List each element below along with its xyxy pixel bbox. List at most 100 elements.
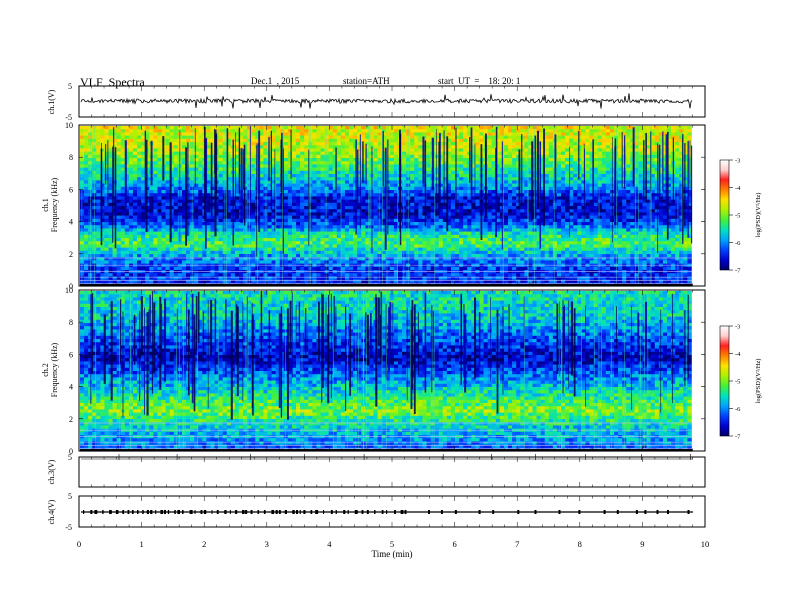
spec-cell [124,212,130,216]
spec-cell [296,190,301,194]
spec-cell [422,167,427,172]
spec-cell [287,196,293,200]
spec-cell [349,180,354,184]
spec-cell [450,135,456,140]
spec-cell [283,247,289,252]
spec-cell [185,234,191,239]
spec-cell [291,199,297,204]
spec-cell [283,276,289,280]
spec-cell [471,170,476,175]
spec-cell [418,164,423,168]
spec-cell [238,276,244,280]
spec-cell [104,231,109,236]
spec-cell [369,279,374,284]
spec-cell [471,218,476,223]
spec-cell [402,148,407,152]
spec-cell [324,215,329,220]
spec-cell [349,206,354,210]
spec-cell [312,231,317,236]
spec-cell [418,231,423,236]
spec-cell [389,202,395,207]
spec-cell [112,260,117,264]
spec-cell [442,135,448,140]
spec-cell [218,212,223,216]
spec-cell [463,244,468,248]
spec-cell [96,266,101,271]
spec-cell [422,209,427,213]
spec-cell [214,202,219,207]
spec-cell [332,225,338,229]
spec-cell [157,193,162,197]
spec-cell [108,164,113,168]
spec-cell [418,206,423,210]
spec-cell [336,138,342,143]
spec-cell [259,199,264,204]
spec-cell [475,241,480,245]
spec-cell [357,135,362,140]
spec-cell [263,148,268,152]
spec-cell [259,138,264,143]
spec-cell [132,247,138,252]
spec-cell [365,218,370,223]
spec-cell [320,148,325,152]
spec-cell [385,234,391,239]
spec-cell [463,164,468,168]
spec-cell [141,138,146,143]
spec-cell [442,202,448,207]
spec-cell [275,142,281,146]
spec-cell [410,228,415,232]
spec-cell [463,158,468,162]
spec-cell [177,276,183,280]
spec-cell [365,228,370,232]
spec-cell [210,218,215,223]
spec-cell [104,234,109,239]
spec-cell [304,228,309,232]
spec-cell [349,241,354,245]
spec-cell [320,145,325,149]
spec-cell [243,244,248,248]
spec-cell [430,260,435,264]
spec-cell [393,180,399,184]
spec-cell [243,132,248,136]
spec-cell [438,215,444,220]
spec-cell [84,273,89,277]
spec-cell [198,126,203,130]
spec-cell [226,193,232,197]
spec-cell [320,218,325,223]
spec-cell [291,167,297,172]
spec-cell [426,257,431,261]
spec-cell [104,241,109,245]
spec-cell [422,174,427,178]
spec-cell [291,225,297,229]
spec-cell [267,247,272,252]
spec-cell [104,145,109,149]
spec-cell [226,279,232,284]
spec-cell [344,138,350,143]
spec-cell [446,231,452,236]
spec-cell [198,154,203,159]
spec-cell [157,215,162,220]
spec-cell [263,257,268,261]
spec-cell [120,174,126,178]
spec-cell [471,215,476,220]
spec-cell [194,260,199,264]
spec-cell [157,244,162,248]
spec-cell [446,228,452,232]
spec-cell [410,279,415,284]
spec-cell [410,254,415,258]
spec-cell [251,209,256,213]
spec-cell [100,244,105,248]
spec-cell [438,148,444,152]
spec-cell [455,234,460,239]
spec-cell [389,244,395,248]
spec-cell [108,234,113,239]
spec-cell [177,260,183,264]
spec-cell [283,170,289,175]
spec-cell [283,148,289,152]
spec-cell [283,138,289,143]
spec-cell [459,231,464,236]
spec-cell [336,164,342,168]
spec-cell [349,273,354,277]
spec-cell [446,218,452,223]
spec-cell [132,126,138,130]
